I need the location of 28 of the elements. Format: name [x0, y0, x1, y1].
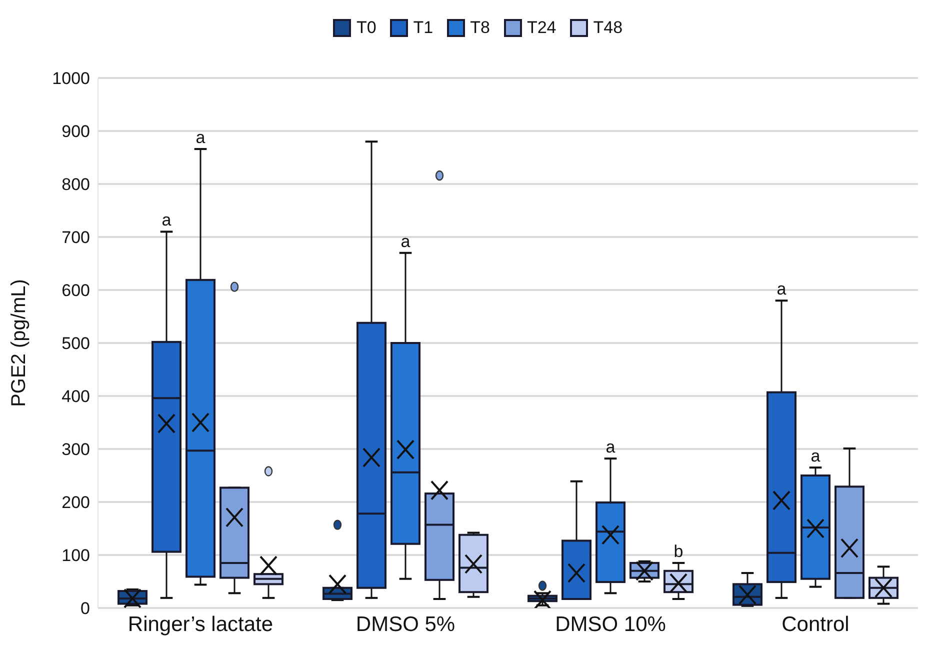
y-tick-label: 200 [62, 493, 90, 512]
x-tick-label: DMSO 10% [555, 612, 666, 636]
x-tick-label: Control [782, 612, 850, 636]
x-tick-label: DMSO 5% [356, 612, 456, 636]
y-tick-label: 1000 [52, 69, 90, 88]
y-axis-title: PGE2 (pg/mL) [8, 279, 30, 407]
x-tick-label: Ringer’s lactate [128, 612, 274, 636]
legend-label: T48 [592, 18, 623, 38]
y-tick-label: 300 [62, 440, 90, 460]
annotation: a [196, 128, 206, 148]
legend-label: T0 [355, 18, 376, 38]
annotation: a [400, 232, 411, 251]
annotation: a [162, 210, 172, 230]
annotation: a [606, 438, 616, 457]
y-tick-label: 0 [80, 599, 90, 618]
annotation: a [776, 280, 787, 299]
y-tick-label: 500 [62, 334, 90, 354]
y-tick-label: 100 [62, 546, 90, 566]
legend-label: T1 [412, 18, 434, 38]
annotation: a [810, 446, 821, 466]
legend-label: T8 [469, 18, 490, 38]
y-tick-label: 900 [62, 122, 90, 142]
legend-label: T24 [526, 18, 556, 38]
annotation: b [674, 542, 684, 561]
y-tick-label: 600 [62, 281, 90, 300]
y-tick-label: 800 [62, 175, 90, 194]
y-tick-label: 700 [62, 228, 90, 248]
y-tick-label: 400 [62, 387, 90, 406]
